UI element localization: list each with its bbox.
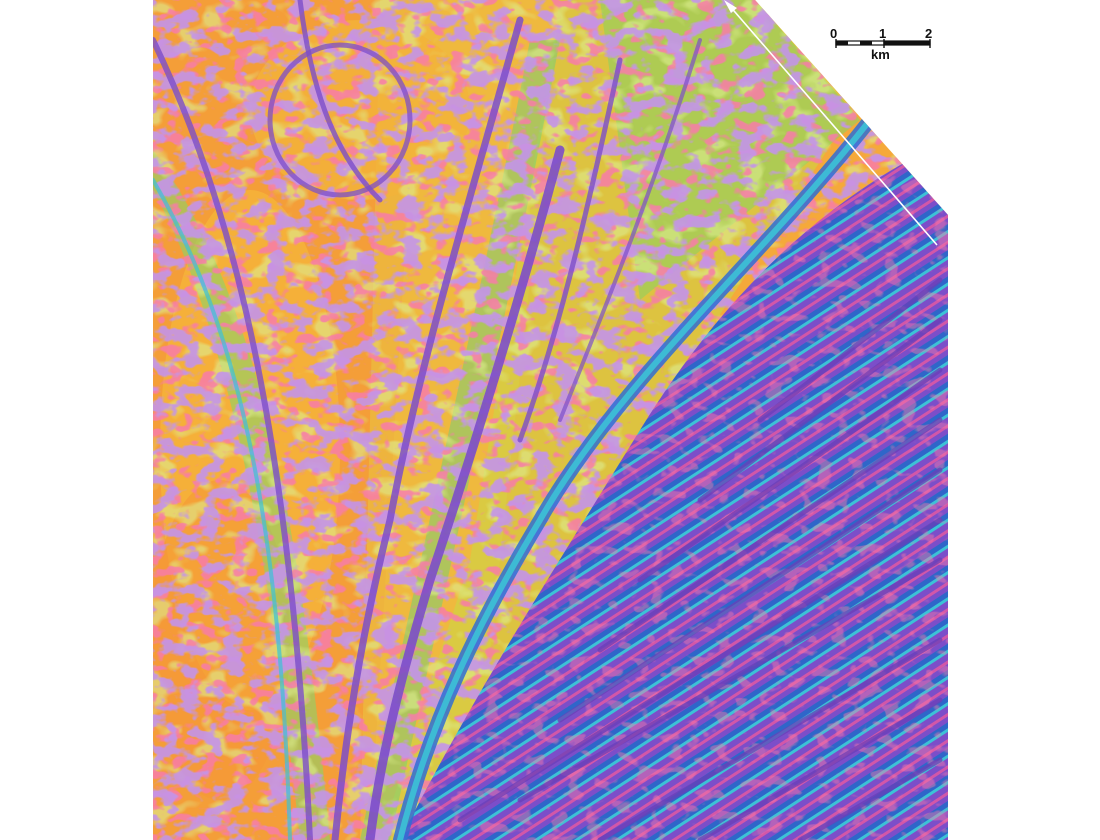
lineaments — [153, 0, 877, 840]
scale-bar — [835, 39, 931, 48]
annotation-arrow — [724, 0, 938, 246]
scale-tick-1: 1 — [879, 26, 887, 41]
scale-unit-label: km — [871, 47, 890, 62]
scale-tick-2: 2 — [925, 26, 933, 41]
scale-tick-0: 0 — [830, 26, 838, 41]
map-raster — [153, 0, 948, 840]
ridge-set — [457, 277, 943, 840]
